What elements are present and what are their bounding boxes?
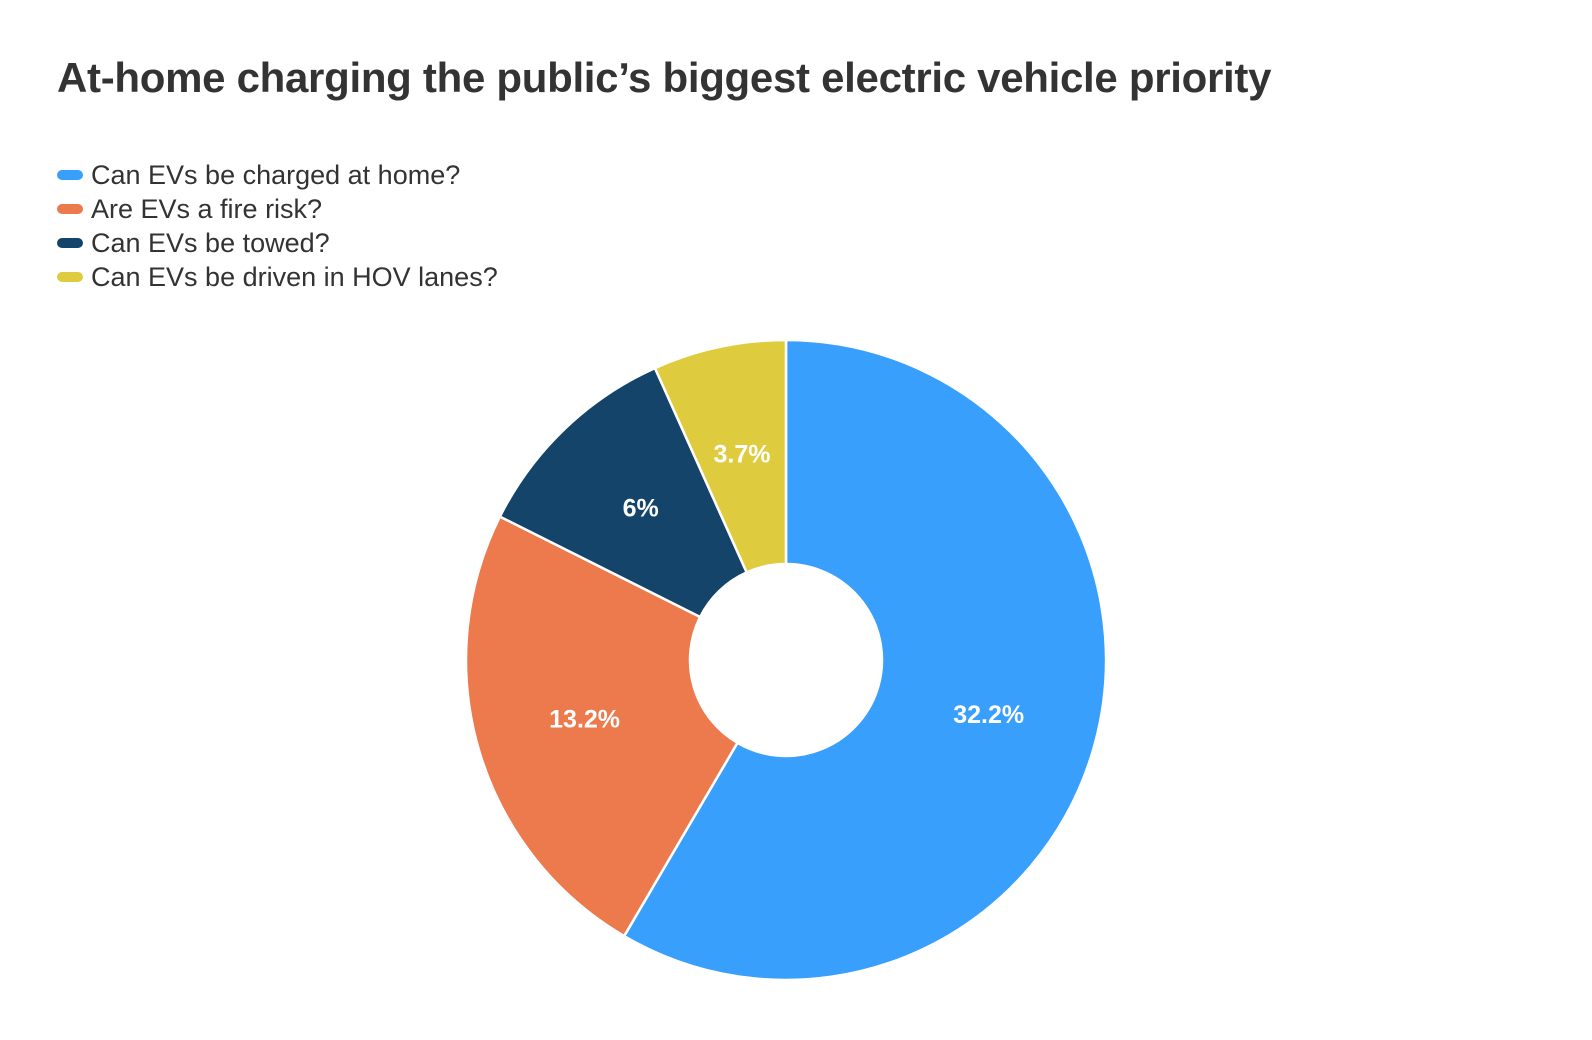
legend-item-towed: Can EVs be towed? [57,226,498,260]
legend-item-hov-lanes: Can EVs be driven in HOV lanes? [57,260,498,294]
slice-label: 3.7% [714,441,771,469]
legend-label: Are EVs a fire risk? [91,193,323,224]
legend-label: Can EVs be towed? [91,227,330,258]
slice-label: 13.2% [549,706,620,734]
chart-title: At-home charging the public’s biggest el… [57,54,1272,101]
slice-charged-at-home [622,338,1108,982]
slice-fire-risk [464,515,739,938]
legend-label: Can EVs be driven in HOV lanes? [91,261,498,292]
slice-towed [498,366,748,619]
slice-label: 32.2% [953,701,1024,729]
legend-item-fire-risk: Are EVs a fire risk? [57,192,498,226]
slice-hov-lanes [653,338,788,574]
legend-swatch [57,170,83,180]
legend-swatch [57,204,83,214]
legend: Can EVs be charged at home? Are EVs a fi… [57,158,498,294]
slice-label: 6% [623,494,659,522]
legend-label: Can EVs be charged at home? [91,159,461,190]
legend-swatch [57,272,83,282]
legend-swatch [57,238,83,248]
legend-item-charged-at-home: Can EVs be charged at home? [57,158,498,192]
